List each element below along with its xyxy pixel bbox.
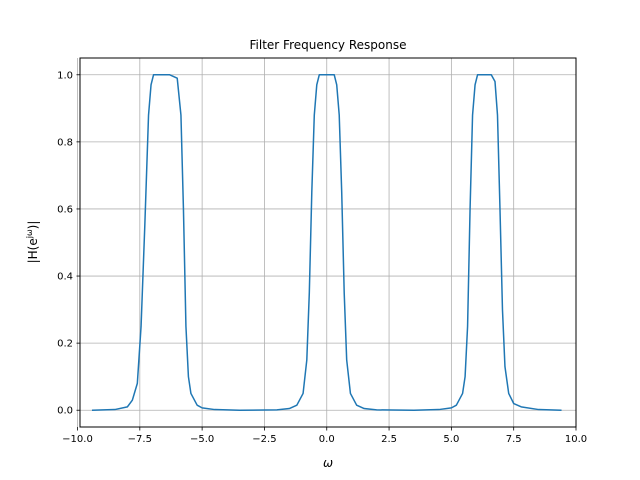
y-tick-label: 0.6 xyxy=(57,204,73,215)
y-label-part-1: |H(e xyxy=(26,238,40,263)
x-tick-label: 10.0 xyxy=(565,434,587,445)
axes-frame xyxy=(79,57,577,428)
x-tick-label: 2.5 xyxy=(381,434,397,445)
grid xyxy=(77,58,577,427)
frequency-response-line xyxy=(91,74,562,411)
chart-title: Filter Frequency Response xyxy=(250,38,407,52)
y-label-part-3: )| xyxy=(26,221,40,230)
y-axis-label: |H(ejω)| xyxy=(25,221,40,264)
y-tick-label: 0.2 xyxy=(57,339,73,350)
y-ticks: 0.0 0.2 0.4 0.6 0.8 1.0 xyxy=(57,70,80,417)
x-tick-label: −7.5 xyxy=(128,434,152,445)
x-tick-label: −5.0 xyxy=(190,434,214,445)
x-tick-label: −10.0 xyxy=(62,434,93,445)
x-axis-label: ω xyxy=(323,456,333,470)
y-label-superscript: jω xyxy=(25,229,34,239)
y-tick-label: 0.4 xyxy=(57,272,73,283)
x-tick-label: −2.5 xyxy=(252,434,276,445)
x-tick-label: 0.0 xyxy=(319,434,335,445)
y-tick-label: 1.0 xyxy=(57,70,73,81)
y-tick-label: 0.8 xyxy=(57,137,73,148)
x-ticks: −10.0 −7.5 −5.0 −2.5 0.0 2.5 5.0 7.5 10.0 xyxy=(62,427,587,445)
y-tick-label: 0.0 xyxy=(57,406,73,417)
series-layer xyxy=(91,74,562,411)
x-tick-label: 5.0 xyxy=(443,434,459,445)
x-tick-label: 7.5 xyxy=(506,434,522,445)
